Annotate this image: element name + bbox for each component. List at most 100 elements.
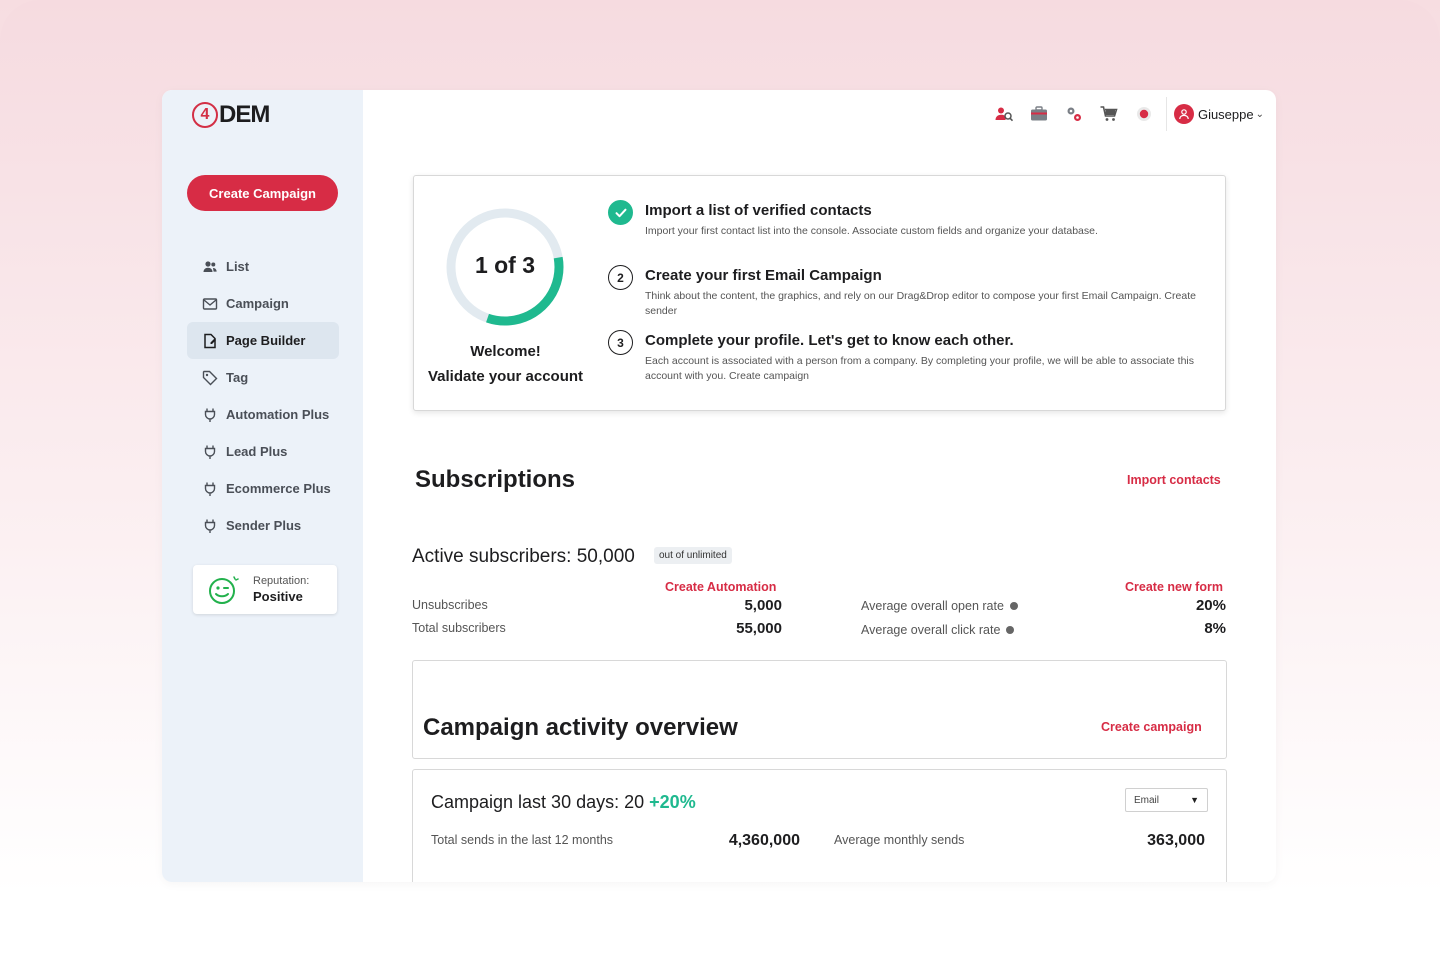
onboarding-steps: Import a list of verified contacts Impor… bbox=[608, 200, 1208, 395]
avg-sends-value: 363,000 bbox=[1147, 832, 1205, 849]
page-builder-icon bbox=[204, 333, 216, 348]
reputation-card[interactable]: Reputation: Positive bbox=[193, 565, 337, 614]
notification-button[interactable] bbox=[1127, 104, 1162, 124]
onboarding-card: 1 of 3 Welcome! Validate your account Im… bbox=[413, 175, 1226, 411]
step-description: Each account is associated with a person… bbox=[645, 355, 1194, 382]
sidebar-item-label: Sender Plus bbox=[226, 518, 302, 533]
sidebar-item-ecommerce-plus[interactable]: Ecommerce Plus bbox=[187, 470, 339, 507]
welcome-message: Welcome! Validate your account bbox=[414, 339, 597, 389]
sidebar: 4 DEM Create Campaign List Campaign Page… bbox=[162, 90, 363, 882]
total-sends-value: 4,360,000 bbox=[728, 832, 800, 849]
settings-button[interactable] bbox=[1057, 104, 1092, 124]
campaign-delta: +20% bbox=[649, 792, 696, 812]
sidebar-item-label: List bbox=[226, 259, 250, 274]
progress-label: 1 of 3 bbox=[474, 252, 536, 278]
step-check-icon bbox=[608, 200, 633, 225]
info-icon[interactable] bbox=[1006, 626, 1015, 634]
unsubscribes-value: 5,000 bbox=[744, 597, 782, 614]
logo[interactable]: 4 DEM bbox=[192, 100, 270, 130]
caret-down-icon: ▼ bbox=[1190, 795, 1199, 805]
sidebar-item-list[interactable]: List bbox=[187, 248, 339, 285]
welcome-title: Welcome! bbox=[470, 343, 541, 360]
user-search-button[interactable] bbox=[987, 104, 1022, 124]
campaign-overview-card: Campaign activity overview Create campai… bbox=[412, 660, 1227, 759]
step-description: Think about the content, the graphics, a… bbox=[645, 290, 1196, 317]
logo-text: DEM bbox=[219, 101, 270, 128]
plug-icon bbox=[204, 408, 216, 422]
user-menu[interactable]: Giuseppe ⌄ bbox=[1173, 104, 1276, 124]
step-title: Import a list of verified contacts bbox=[645, 202, 872, 219]
sidebar-item-automation-plus[interactable]: Automation Plus bbox=[187, 396, 339, 433]
channel-select-value: Email bbox=[1134, 794, 1160, 806]
step-import-contacts[interactable]: Import a list of verified contacts Impor… bbox=[608, 200, 1208, 265]
campaign-overview-title: Campaign activity overview bbox=[423, 714, 738, 741]
cart-icon bbox=[1100, 106, 1119, 121]
unsubscribes-label: Unsubscribes bbox=[412, 598, 488, 612]
step-title: Create your first Email Campaign bbox=[645, 267, 882, 284]
reputation-label: Reputation: bbox=[253, 575, 310, 587]
step-create-campaign[interactable]: 2 Create your first Email Campaign Think… bbox=[608, 265, 1208, 330]
total-subscribers-value: 55,000 bbox=[736, 620, 782, 637]
info-icon[interactable] bbox=[1009, 602, 1018, 610]
sidebar-item-tag[interactable]: Tag bbox=[187, 359, 339, 396]
campaign-count: Campaign last 30 days: 20 +20% bbox=[431, 792, 696, 813]
channel-select[interactable]: Email ▼ bbox=[1125, 788, 1208, 812]
create-campaign-link[interactable]: Create campaign bbox=[1101, 720, 1202, 734]
import-contacts-link[interactable]: Import contacts bbox=[1127, 473, 1221, 487]
sidebar-nav: List Campaign Page Builder Tag Automatio… bbox=[187, 248, 339, 544]
step-complete-profile[interactable]: 3 Complete your profile. Let's get to kn… bbox=[608, 330, 1208, 395]
users-icon bbox=[203, 260, 217, 272]
open-rate-text: Average overall open rate bbox=[861, 599, 1004, 613]
sidebar-item-lead-plus[interactable]: Lead Plus bbox=[187, 433, 339, 470]
campaign-stats-card: Campaign last 30 days: 20 +20% Email ▼ T… bbox=[412, 769, 1227, 882]
click-rate-value: 8% bbox=[1204, 620, 1226, 637]
reputation-value: Positive bbox=[253, 589, 303, 604]
user-search-icon bbox=[995, 107, 1014, 122]
step-number: 2 bbox=[608, 265, 633, 290]
sidebar-item-label: Ecommerce Plus bbox=[226, 481, 331, 496]
welcome-subtitle: Validate your account bbox=[427, 368, 584, 385]
create-form-link[interactable]: Create new form bbox=[1125, 580, 1223, 594]
sidebar-item-label: Page Builder bbox=[226, 333, 306, 348]
sidebar-item-sender-plus[interactable]: Sender Plus bbox=[187, 507, 339, 544]
logo-mark: 4 bbox=[192, 102, 218, 128]
envelope-icon bbox=[202, 297, 218, 310]
chevron-down-icon: ⌄ bbox=[1255, 108, 1264, 120]
click-rate-text: Average overall click rate bbox=[861, 623, 1001, 637]
open-rate-label: Average overall open rate bbox=[861, 599, 1018, 613]
sidebar-item-label: Tag bbox=[226, 370, 249, 385]
campaign-count-text: Campaign last 30 days: 20 bbox=[431, 792, 645, 812]
progress-ring bbox=[446, 208, 564, 326]
user-name: Giuseppe bbox=[1197, 106, 1254, 122]
subscribers-limit-badge: out of unlimited bbox=[654, 547, 732, 564]
create-automation-link[interactable]: Create Automation bbox=[665, 580, 777, 594]
step-title: Complete your profile. Let's get to know… bbox=[645, 332, 1014, 349]
sidebar-item-campaign[interactable]: Campaign bbox=[187, 285, 339, 322]
app-window: 4 DEM Create Campaign List Campaign Page… bbox=[162, 90, 1276, 882]
settings-gears-icon bbox=[1067, 107, 1082, 121]
subscriptions-title: Subscriptions bbox=[415, 466, 576, 493]
reputation-text: Reputation: Positive bbox=[253, 575, 309, 604]
plug-icon bbox=[204, 482, 216, 496]
step-number: 3 bbox=[608, 330, 633, 355]
avg-sends-label: Average monthly sends bbox=[834, 833, 965, 847]
briefcase-button[interactable] bbox=[1022, 104, 1057, 124]
avatar bbox=[1173, 104, 1194, 124]
cart-button[interactable] bbox=[1092, 104, 1127, 124]
sidebar-item-label: Automation Plus bbox=[226, 407, 330, 422]
active-subscribers: Active subscribers: 50,000 bbox=[412, 546, 635, 567]
sidebar-item-label: Campaign bbox=[226, 296, 289, 311]
topbar-divider bbox=[1165, 97, 1167, 131]
user-icon bbox=[1179, 109, 1189, 120]
briefcase-icon bbox=[1031, 106, 1048, 121]
create-campaign-button[interactable]: Create Campaign bbox=[187, 175, 338, 211]
topbar: Giuseppe ⌄ bbox=[987, 97, 1276, 131]
plug-icon bbox=[204, 519, 216, 533]
click-rate-label: Average overall click rate bbox=[861, 623, 1015, 637]
smiley-wink-icon bbox=[209, 575, 239, 604]
notification-icon bbox=[1137, 107, 1152, 121]
total-subscribers-label: Total subscribers bbox=[412, 621, 506, 635]
tag-icon bbox=[202, 370, 218, 385]
sidebar-item-page-builder[interactable]: Page Builder bbox=[187, 322, 339, 359]
plug-icon bbox=[204, 445, 216, 459]
